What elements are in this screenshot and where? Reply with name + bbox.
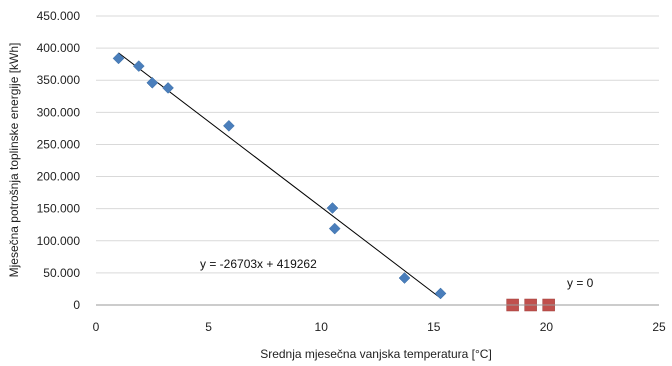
y-tick-label: 200.000 bbox=[37, 170, 81, 184]
x-tick-label: 15 bbox=[427, 320, 441, 334]
data-point-diamond bbox=[112, 52, 125, 65]
gridlines bbox=[96, 15, 659, 274]
trendline bbox=[118, 52, 441, 299]
data-point-diamond bbox=[223, 119, 235, 132]
data-point-diamond bbox=[162, 82, 174, 94]
data-point-diamond bbox=[398, 272, 411, 284]
y-tick-label: 0 bbox=[73, 298, 80, 312]
trendline-equation-red: y = 0 bbox=[567, 276, 594, 290]
data-point-diamond bbox=[326, 202, 339, 214]
x-tick-label: 5 bbox=[205, 320, 212, 334]
x-tick-label: 0 bbox=[93, 320, 100, 334]
y-tick-label: 50.000 bbox=[43, 266, 80, 280]
y-tick-label: 350.000 bbox=[37, 73, 81, 87]
y-axis-title: Mjesečna potrošnja toplinske energije [k… bbox=[7, 43, 21, 278]
y-tick-label: 400.000 bbox=[37, 41, 81, 55]
y-tick-label: 450.000 bbox=[37, 9, 81, 23]
data-point-diamond bbox=[328, 222, 341, 235]
y-tick-label: 150.000 bbox=[37, 202, 81, 216]
data-point-diamond bbox=[132, 60, 145, 72]
x-tick-label: 20 bbox=[540, 320, 554, 334]
x-axis-title: Srednja mjesečna vanjska temperatura [°C… bbox=[260, 347, 492, 361]
trendlines bbox=[118, 52, 549, 306]
data-points bbox=[112, 52, 555, 312]
tick-labels: 0 50.000 100.000 150.000 200.000 250.000 300.0… bbox=[37, 9, 666, 334]
y-tick-label: 100.000 bbox=[37, 234, 81, 248]
y-tick-label: 300.000 bbox=[37, 105, 81, 119]
data-point-diamond bbox=[434, 287, 447, 300]
trendline-equation-blue: y = -26703x + 419262 bbox=[200, 257, 317, 271]
x-tick-label: 25 bbox=[652, 320, 666, 334]
x-tick-label: 10 bbox=[315, 320, 329, 334]
y-tick-label: 250.000 bbox=[37, 137, 81, 151]
data-point-diamond bbox=[146, 76, 159, 89]
